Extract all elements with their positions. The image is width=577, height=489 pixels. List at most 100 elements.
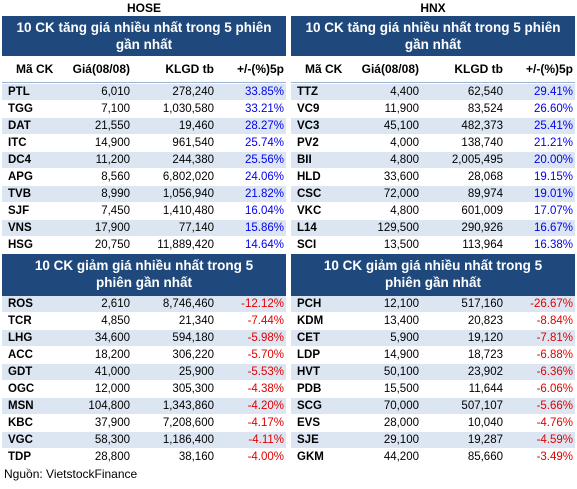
table-row: TCR 4,850 21,340 -7.44% [2, 313, 286, 330]
cell-value: 507,107 [461, 400, 503, 412]
cell-value: 15,500 [383, 383, 419, 395]
cell-value: 11,900 [384, 103, 419, 115]
ticker: SCG [297, 400, 322, 412]
cell-value: 14.64% [244, 239, 284, 251]
cell-value: -6.88% [536, 349, 573, 361]
cell-value: 1,030,580 [162, 103, 214, 115]
cell-value: -3.49% [536, 451, 573, 463]
cell-value: 12,000 [94, 383, 130, 395]
cell-value: 278,240 [172, 86, 214, 98]
cell-value: 2,610 [101, 298, 130, 310]
table-row: DC4 11,200 244,380 25.56% [2, 152, 286, 169]
table-title: 10 CK tăng giá nhiều nhất trong 5 phiên … [291, 16, 575, 56]
table-row: PV2 4,000 138,740 21.21% [291, 135, 575, 152]
table-row: L14 129,500 290,926 16.67% [291, 220, 575, 237]
column-header: Giá(08/08) [361, 62, 419, 76]
ticker: VNS [8, 222, 32, 234]
cell-value: -4.76% [536, 417, 573, 429]
table-row: LDP 14,900 18,723 -6.88% [291, 347, 575, 364]
ticker: LHG [8, 332, 33, 344]
table-row: BII 4,800 2,005,495 20.00% [291, 152, 575, 169]
table-row: VGC 58,300 1,186,400 -4.11% [2, 432, 286, 449]
cell-value: 38,160 [178, 451, 214, 463]
cell-value: 28,000 [383, 417, 419, 429]
cell-value: -7.81% [536, 332, 573, 344]
cell-value: 601,009 [461, 205, 503, 217]
cell-value: 77,140 [178, 222, 214, 234]
cell-value: 25,900 [178, 366, 214, 378]
cell-value: -5.98% [247, 332, 284, 344]
cell-value: -4.11% [248, 434, 284, 446]
ticker: DAT [8, 120, 31, 132]
cell-value: 23,902 [467, 366, 503, 378]
table-row: TVB 8,990 1,056,940 21.82% [2, 186, 286, 203]
cell-value: 25.41% [533, 120, 573, 132]
ticker: VC9 [297, 103, 320, 115]
cell-value: 28,068 [467, 171, 503, 183]
cell-value: 89,974 [467, 188, 503, 200]
ticker: TVB [8, 188, 31, 200]
table-row: SJE 29,100 19,287 -4.59% [291, 432, 575, 449]
cell-value: 104,800 [88, 400, 130, 412]
column-header: Mã CK [16, 62, 54, 76]
cell-value: 1,410,480 [162, 205, 214, 217]
ticker: VC3 [297, 120, 320, 132]
cell-value: -4.38% [247, 383, 284, 395]
ticker: PCH [297, 298, 322, 310]
ticker: PDB [297, 383, 322, 395]
column-header: KLGD tb [165, 62, 214, 76]
cell-value: 1,186,400 [162, 434, 214, 446]
cell-value: 29.41% [533, 86, 573, 98]
column-header: +/-(%)5p [525, 62, 573, 76]
cell-value: 7,208,600 [162, 417, 214, 429]
cell-value: -5.66% [536, 400, 573, 412]
cell-value: 5,900 [390, 332, 419, 344]
cell-value: 18,723 [467, 349, 503, 361]
column-header: +/-(%)5p [236, 62, 284, 76]
table-row: MSN 104,800 1,343,860 -4.20% [2, 398, 286, 415]
table-row: VNS 17,900 77,140 15.86% [2, 220, 286, 237]
table-row: PTL 6,010 278,240 33.85% [2, 84, 286, 101]
ticker: ROS [8, 298, 33, 310]
cell-value: -4.20% [247, 400, 284, 412]
column-header: Mã CK [305, 62, 343, 76]
cell-value: 4,800 [390, 154, 419, 166]
table-row: TTZ 4,400 62,540 29.41% [291, 84, 575, 101]
ticker: BII [297, 154, 312, 166]
ticker: HVT [297, 366, 320, 378]
column-header: KLGD tb [454, 62, 503, 76]
ticker: TGG [8, 103, 33, 115]
table-row: VC9 11,900 83,524 26.60% [291, 101, 575, 118]
cell-value: 62,540 [467, 86, 503, 98]
ticker: CSC [297, 188, 322, 200]
table-row: KBC 37,900 7,208,600 -4.17% [2, 415, 286, 432]
cell-value: 19.01% [533, 188, 573, 200]
cell-value: 21,340 [178, 315, 214, 327]
cell-value: 14,900 [383, 349, 419, 361]
column-header-row: Mã CK Giá(08/08) KLGD tb +/-(%)5p [2, 56, 286, 83]
table-row: VKC 4,800 601,009 17.07% [291, 203, 575, 220]
table-row: VC3 45,100 482,373 25.41% [291, 118, 575, 135]
ticker: VGC [8, 434, 33, 446]
cell-value: -12.12% [241, 298, 284, 310]
ticker: SCI [297, 239, 317, 251]
cell-value: 41,000 [94, 366, 130, 378]
cell-value: 4,850 [101, 315, 130, 327]
cell-value: 16.04% [244, 205, 284, 217]
column-header-row: Mã CK Giá(08/08) KLGD tb +/-(%)5p [291, 56, 575, 83]
ticker: HLD [297, 171, 321, 183]
ticker: PV2 [297, 137, 319, 149]
cell-value: 19,287 [467, 434, 503, 446]
table-row: ACC 18,200 306,220 -5.70% [2, 347, 286, 364]
table-row: GDT 41,000 25,900 -5.53% [2, 364, 286, 381]
ticker: GDT [8, 366, 33, 378]
cell-value: 21.82% [244, 188, 284, 200]
cell-value: -5.70% [247, 349, 284, 361]
cell-value: 20,823 [467, 315, 503, 327]
table-title: 10 CK giảm giá nhiều nhất trong 5 phiên … [2, 254, 286, 296]
ticker: SJE [297, 434, 319, 446]
cell-value: 4,400 [390, 86, 419, 98]
ticker: ITC [8, 137, 27, 149]
cell-value: 14,900 [94, 137, 130, 149]
